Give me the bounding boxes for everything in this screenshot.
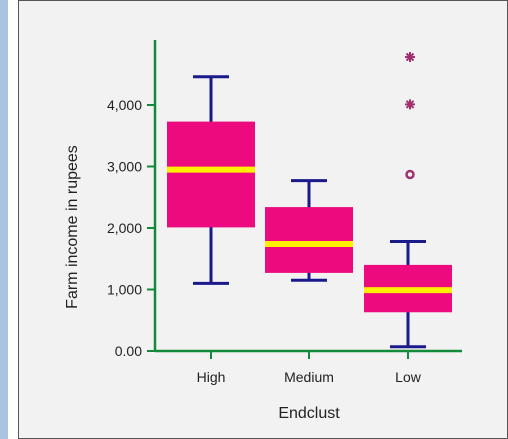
iqr-box [167,121,255,228]
y-tick-label: 2,000 [107,220,142,236]
box-low [364,52,452,349]
extreme-point [405,52,415,63]
x-axis-title: Endclust [278,405,340,422]
plot-marks [167,52,452,349]
y-tick-label: 1,000 [107,282,142,298]
iqr-box [265,207,353,273]
x-tick-label: Low [395,369,422,385]
x-tick-label: Medium [284,369,334,385]
extreme-stroke [405,100,415,109]
box-high [167,75,255,285]
extreme-point [405,99,415,110]
box-medium [265,179,353,282]
extreme-stroke [405,52,415,62]
x-tick-label: High [197,369,226,385]
y-axis: 0.00 1,000 2,000 3,000 4,000 [107,40,157,359]
chart-panel [18,0,508,439]
y-tick-label: 4,000 [107,97,142,113]
y-tick-label: 0.00 [115,343,142,359]
outlier-point [405,169,415,180]
x-axis: High Medium Low [155,349,462,385]
y-tick-label: 3,000 [107,159,142,175]
y-axis-title: Farm income in rupees [64,145,81,309]
